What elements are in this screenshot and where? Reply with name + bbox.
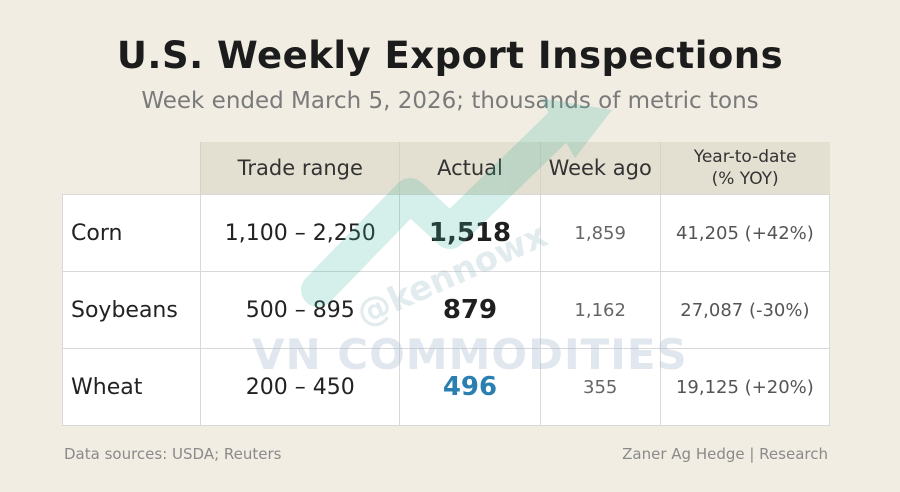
chart-title: U.S. Weekly Export Inspections: [116, 34, 784, 77]
header-trade-range: Trade range: [200, 142, 400, 195]
row-week-ago: 1,859: [539, 194, 661, 272]
row-ytd: 19,125 (+20%): [659, 348, 831, 426]
table-header-row: Trade range Actual Week ago Year-to-date…: [63, 142, 830, 195]
row-trade-range: 1,100 – 2,250: [200, 194, 401, 272]
header-week-ago: Week ago: [539, 142, 661, 195]
row-ytd: 41,205 (+42%): [659, 194, 831, 272]
row-actual: 496: [399, 348, 541, 426]
header-ytd-line1: Year-to-date: [693, 147, 797, 167]
row-commodity: Corn: [61, 194, 202, 272]
row-trade-range: 500 – 895: [200, 271, 401, 349]
credit: Zaner Ag Hedge | Research: [622, 445, 828, 463]
chart-subtitle: Week ended March 5, 2026; thousands of m…: [141, 88, 759, 114]
row-trade-range: 200 – 450: [200, 348, 401, 426]
row-week-ago: 355: [539, 348, 661, 426]
row-actual: 879: [399, 271, 541, 349]
row-actual: 1,518: [399, 194, 541, 272]
header-blank: [63, 142, 201, 195]
row-commodity: Soybeans: [61, 271, 202, 349]
row-week-ago: 1,162: [539, 271, 661, 349]
row-commodity: Wheat: [61, 348, 202, 426]
table-row-wheat: Wheat 200 – 450 496 355 19,125 (+20%): [61, 348, 831, 426]
header-actual: Actual: [399, 142, 541, 195]
header-year-to-date: Year-to-date (% YOY): [659, 142, 830, 195]
data-sources: Data sources: USDA; Reuters: [64, 445, 282, 463]
table-row-soybeans: Soybeans 500 – 895 879 1,162 27,087 (-30…: [61, 271, 831, 349]
export-inspections-table: Trade range Actual Week ago Year-to-date…: [61, 142, 831, 426]
header-ytd-line2: (% YOY): [711, 169, 779, 189]
table-row-corn: Corn 1,100 – 2,250 1,518 1,859 41,205 (+…: [61, 194, 831, 272]
row-ytd: 27,087 (-30%): [659, 271, 831, 349]
